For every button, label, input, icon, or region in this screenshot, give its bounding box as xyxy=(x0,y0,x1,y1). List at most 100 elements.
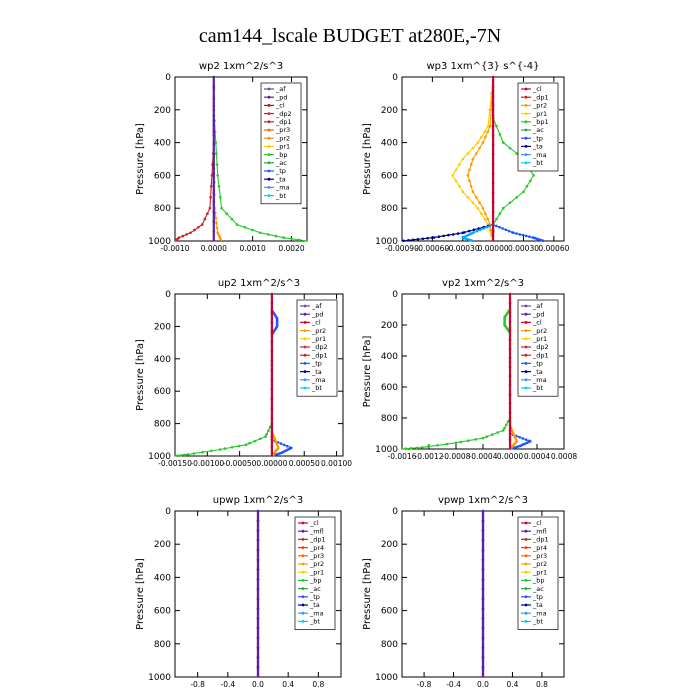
series-marker-mfl xyxy=(481,548,485,552)
legend-label: _ta xyxy=(532,368,543,376)
series-marker-pr1 xyxy=(471,190,475,194)
series-marker-af xyxy=(270,397,274,401)
x-tick-label: 0.0020 xyxy=(278,244,304,253)
legend-label: _cl xyxy=(532,319,542,327)
series-marker-ta xyxy=(421,237,425,241)
series-marker-bp xyxy=(282,236,286,239)
legend-marker xyxy=(301,521,305,525)
legend-marker xyxy=(301,538,305,541)
x-tick-label: 0.4 xyxy=(506,680,518,689)
series-marker-mfl xyxy=(481,587,485,591)
x-tick-label: -0.00090 xyxy=(385,244,419,253)
x-tick-label: -0.4 xyxy=(220,680,235,689)
x-tick-label: 0.0004 xyxy=(524,452,550,461)
legend-marker xyxy=(303,345,307,349)
series-marker-ma xyxy=(471,239,474,243)
series-marker-dp1 xyxy=(467,439,470,443)
series-marker-af xyxy=(508,402,512,405)
panel-title: vp2 1xm^2/s^3 xyxy=(442,278,524,289)
series-marker-bp xyxy=(220,206,223,210)
x-tick-label: 0.00060 xyxy=(538,244,569,253)
series-marker-ac xyxy=(515,152,519,155)
y-tick-label: 200 xyxy=(381,106,398,116)
series-marker-af xyxy=(508,365,512,369)
series-marker-pr1 xyxy=(478,201,481,204)
legend-marker xyxy=(524,345,528,349)
series-marker-af xyxy=(270,416,274,420)
series-marker-bp xyxy=(297,238,301,242)
series-marker-ta xyxy=(451,233,455,236)
series-marker-tp xyxy=(507,229,511,233)
y-tick-label: 200 xyxy=(154,106,171,116)
series-marker-dp1 xyxy=(218,448,222,451)
legend-label: _ac xyxy=(532,126,544,134)
x-tick-label: -0.8 xyxy=(417,680,432,689)
series-marker-ta xyxy=(472,228,476,232)
y-tick-label: 400 xyxy=(381,573,398,583)
series-marker-pr2 xyxy=(466,196,470,199)
legend-marker xyxy=(303,370,307,373)
series-marker-cl xyxy=(491,162,495,166)
series-marker-mfl xyxy=(256,656,260,659)
series-marker-tp xyxy=(521,437,525,440)
series-marker-af xyxy=(270,321,274,324)
series-marker-mfl xyxy=(256,597,260,601)
series-marker-pr2 xyxy=(215,221,218,225)
legend-label: _pr1 xyxy=(532,110,547,118)
legend-marker xyxy=(267,145,271,148)
series-marker-pd xyxy=(212,85,216,88)
legend-marker xyxy=(301,554,305,558)
series-marker-af xyxy=(508,374,512,378)
legend-marker xyxy=(303,337,307,341)
legend-marker xyxy=(267,87,271,91)
legend-label: _pr1 xyxy=(532,568,547,576)
legend-marker xyxy=(524,87,528,91)
panel-title: vpwp 1xm^2/s^3 xyxy=(438,495,528,506)
series-marker-ac xyxy=(508,146,512,150)
series-marker-ac xyxy=(532,174,535,177)
series-marker-af xyxy=(270,292,274,296)
legend-label: _pr2 xyxy=(532,327,547,335)
series-marker-pr1 xyxy=(469,163,473,166)
series-marker-pr2 xyxy=(214,216,218,220)
legend-box xyxy=(294,516,336,630)
series-marker-pr1 xyxy=(481,206,485,210)
legend-label: _bp xyxy=(275,151,288,159)
series-marker-pr1 xyxy=(210,174,214,177)
series-marker-af xyxy=(508,420,512,423)
series-marker-pd xyxy=(212,95,216,98)
y-tick-label: 1000 xyxy=(148,237,171,247)
series-marker-dp1 xyxy=(267,429,270,433)
series-marker-pd xyxy=(212,210,216,214)
panel-1: wp2 1xm^2/s^3 Pressure [hPa] 0 200 400 600 800… xyxy=(135,61,308,253)
series-marker-af xyxy=(508,356,512,360)
series-marker-pd xyxy=(212,133,216,137)
series-marker-ac xyxy=(515,196,519,199)
x-tick-label: 0.00100 xyxy=(321,459,352,468)
legend-marker xyxy=(524,587,528,590)
x-tick-label: -0.00150 xyxy=(158,459,192,468)
series-marker-dp1 xyxy=(503,426,506,430)
legend-label: _pr1 xyxy=(532,335,547,343)
series-marker-dp1 xyxy=(179,454,183,457)
series-marker-tp xyxy=(498,225,501,229)
series-marker-pr1 xyxy=(488,124,492,128)
series-marker-bp xyxy=(243,226,247,229)
legend-label: _pr3 xyxy=(275,126,290,134)
series-marker-pr2 xyxy=(454,179,458,183)
legend-marker xyxy=(524,521,528,525)
series-marker-pd xyxy=(212,172,216,175)
y-tick-label: 800 xyxy=(381,204,398,214)
series-marker-tp xyxy=(504,228,508,232)
y-tick-label: 600 xyxy=(154,607,171,617)
legend-marker xyxy=(267,95,271,99)
series-marker-mfl xyxy=(481,519,485,523)
legend-label: _pr2 xyxy=(275,134,290,142)
y-tick-label: 600 xyxy=(381,607,398,617)
y-tick-label: 0 xyxy=(392,290,398,300)
series-marker-mfl xyxy=(481,558,485,562)
legend-marker xyxy=(524,546,528,549)
legend-marker xyxy=(303,304,307,308)
legend-marker xyxy=(524,120,528,124)
legend-marker xyxy=(524,329,528,332)
